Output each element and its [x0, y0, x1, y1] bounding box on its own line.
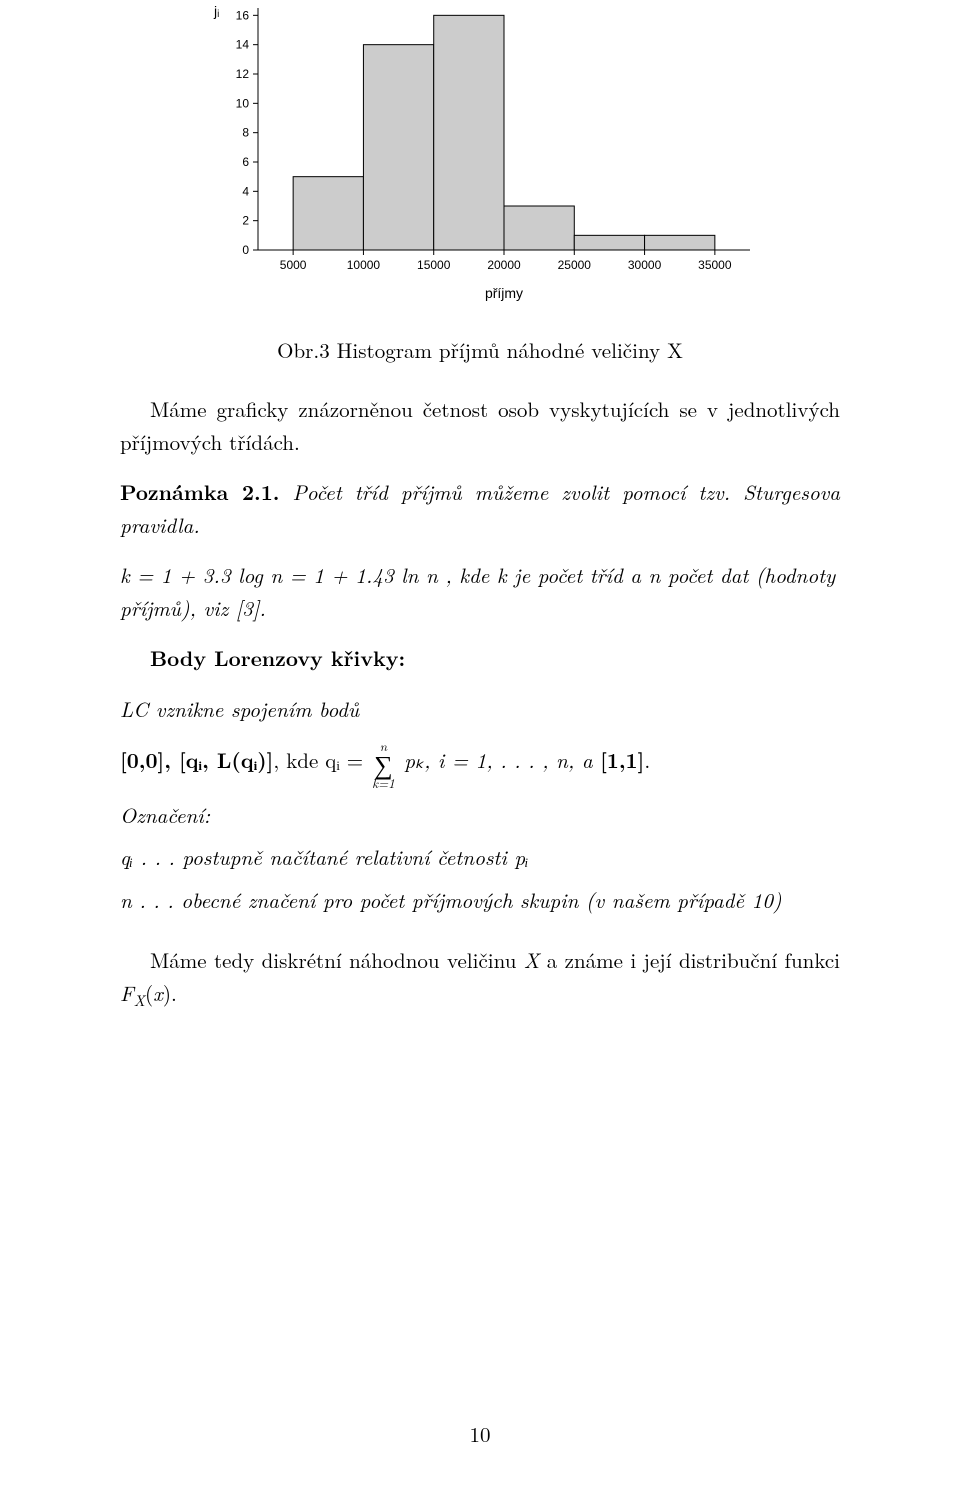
svg-text:12: 12 [236, 67, 250, 81]
svg-text:10: 10 [236, 96, 250, 110]
final-paragraph: Máme tedy diskrétní náhodnou veličinu X … [120, 944, 840, 1012]
svg-text:14: 14 [236, 38, 250, 52]
lorenz-formula: [0,0], [qᵢ, L(qᵢ)], kde qᵢ = n∑k=1 pₖ, i… [120, 735, 840, 788]
svg-text:15000: 15000 [417, 258, 451, 272]
svg-text:8: 8 [242, 126, 249, 140]
svg-text:6: 6 [242, 155, 249, 169]
svg-text:25000: 25000 [558, 258, 592, 272]
svg-text:16: 16 [236, 8, 250, 22]
lorenz-heading: Body Lorenzovy křivky: [120, 642, 840, 675]
svg-text:jᵢ: jᵢ [213, 3, 219, 19]
svg-text:10000: 10000 [347, 258, 381, 272]
oznaceni-n: n . . . obecné značení pro počet příjmov… [120, 884, 840, 917]
oznaceni-q: qᵢ . . . postupně načítané relativní čet… [120, 841, 840, 874]
svg-text:35000: 35000 [698, 258, 732, 272]
histogram-svg: 0 2 4 6 8 10 12 14 16 5000 10000 15000 20000 25000 300… [200, 0, 760, 310]
svg-text:20000: 20000 [487, 258, 521, 272]
oznaceni-label: Označení: [120, 799, 840, 832]
histogram-chart: 0 2 4 6 8 10 12 14 16 5000 10000 15000 20000 25000 300… [200, 0, 760, 315]
svg-text:4: 4 [242, 184, 249, 198]
svg-text:2: 2 [242, 214, 249, 228]
lorenz-line1: LC vznikne spojením bodů [120, 693, 840, 726]
figure-caption: Obr.3 Histogram příjmů náhodné veličiny … [120, 335, 840, 365]
svg-text:30000: 30000 [628, 258, 662, 272]
remark-paragraph: Poznámka 2.1. Počet tříd příjmů můžeme z… [120, 476, 840, 541]
intro-paragraph: Máme graficky znázorněnou četnost osob v… [120, 393, 840, 458]
svg-text:příjmy: příjmy [485, 285, 523, 301]
remark-formula-paragraph: k = 1 + 3.3 log n = 1 + 1.43 ln n , kde … [120, 559, 840, 624]
svg-text:0: 0 [242, 243, 249, 257]
page-number: 10 [0, 1419, 960, 1449]
svg-text:5000: 5000 [280, 258, 307, 272]
